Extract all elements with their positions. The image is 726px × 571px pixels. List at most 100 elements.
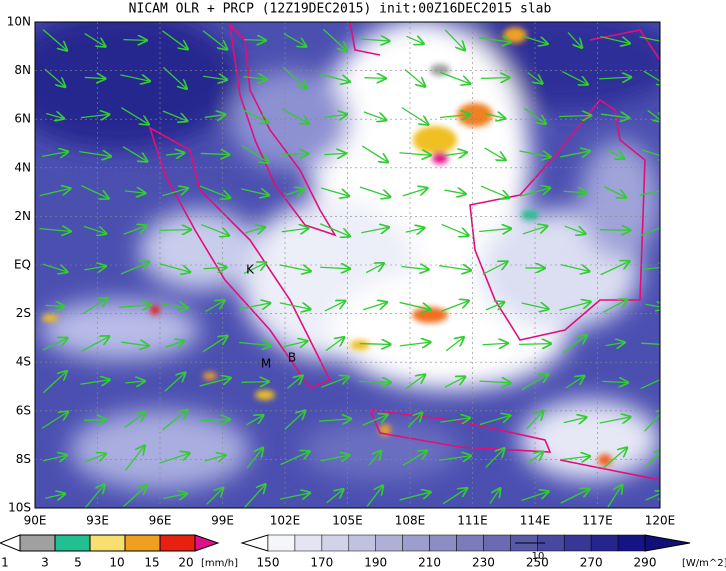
lat-label: EQ — [14, 258, 31, 272]
wind-arrow — [444, 29, 465, 50]
wind-arrow — [41, 152, 68, 157]
wind-arrow — [559, 115, 591, 116]
wind-arrow — [245, 227, 264, 233]
colorbar-label: 270 — [580, 556, 603, 570]
wind-arrow — [439, 266, 471, 271]
wind-arrow — [364, 78, 385, 79]
lat-label: 4N — [14, 160, 31, 174]
wind-arrow — [326, 489, 344, 504]
wind-arrow — [162, 110, 187, 121]
wind-arrow — [120, 75, 149, 81]
wind-arrow — [243, 263, 266, 275]
wind-arrow — [479, 229, 511, 232]
wind-arrow — [281, 228, 309, 232]
wind-arrow — [204, 455, 226, 461]
wind-arrow — [639, 36, 660, 42]
wind-arrow — [602, 381, 627, 382]
colorbar-label: 230 — [472, 556, 495, 570]
wind-arrow — [523, 107, 545, 124]
wind-arrow — [241, 189, 268, 195]
wind-arrow — [83, 225, 106, 233]
wind-arrow — [605, 148, 624, 158]
wind-arrow — [239, 342, 271, 345]
wind-arrow — [479, 415, 510, 426]
wind-arrow — [484, 147, 506, 160]
wind-arrow — [320, 267, 350, 268]
colorbar-cell — [402, 534, 430, 552]
precip-colorbar: 1 3 5 10 15 20 [mm/h] — [0, 534, 238, 570]
wind-arrow — [82, 298, 108, 315]
lon-label: 102E — [270, 514, 301, 528]
lat-label: 6S — [16, 403, 31, 417]
lon-label: 93E — [86, 514, 109, 528]
wind-arrow — [402, 451, 427, 466]
wind-arrow — [484, 114, 505, 119]
wind-arrow — [602, 300, 627, 313]
wind-arrow — [80, 114, 109, 117]
wind-arrow — [119, 305, 151, 308]
wind-arrow — [600, 35, 629, 44]
wind-arrow — [442, 488, 467, 505]
wind-arrow — [287, 376, 302, 389]
wind-arrow — [521, 303, 549, 309]
wind-arrow — [363, 111, 386, 120]
wind-arrow — [162, 66, 186, 88]
wind-arrow — [359, 382, 391, 383]
colorbar-label: 150 — [257, 556, 280, 570]
wind-arrow — [366, 486, 383, 507]
wind-arrow — [125, 381, 144, 383]
wind-arrow — [80, 336, 109, 353]
wind-arrow — [642, 267, 660, 270]
lon-label: 96E — [149, 514, 172, 528]
wind-arrow — [39, 229, 70, 232]
wind-arrow — [639, 190, 660, 196]
colorbar-unit: [W/m^2] — [682, 558, 726, 569]
wind-arrow — [164, 373, 185, 392]
wind-arrow — [200, 419, 229, 420]
place-label: K — [246, 263, 255, 277]
wind-arrow — [283, 67, 306, 89]
wind-arrow — [399, 301, 431, 309]
wind-arrow — [42, 371, 66, 394]
wind-arrow — [563, 191, 587, 193]
wind-arrow — [362, 302, 387, 311]
wind-arrow — [600, 261, 630, 276]
wind-arrow — [607, 485, 622, 508]
wind-arrow — [361, 145, 388, 162]
wind-arrow — [440, 418, 469, 422]
wind-arrow — [562, 70, 587, 85]
colorbar-label: 5 — [74, 556, 82, 570]
wind-arrow — [559, 302, 591, 311]
wind-arrow — [203, 76, 227, 79]
wind-arrow — [599, 417, 631, 423]
colorbar-cell — [563, 534, 592, 552]
wind-arrow — [565, 376, 584, 389]
colorbar-cell — [456, 534, 484, 552]
wind-arrow — [124, 191, 145, 193]
wind-arrow — [241, 108, 269, 122]
wind-arrow — [482, 262, 508, 275]
wind-arrow — [122, 146, 147, 162]
lat-label: 8S — [16, 452, 31, 466]
wind-arrow — [79, 152, 111, 157]
wind-arrow — [84, 32, 106, 47]
wind-arrow — [45, 305, 65, 306]
wind-arrow — [407, 413, 422, 428]
wind-arrow — [439, 456, 471, 460]
colorbar-label: 290 — [634, 556, 657, 570]
wind-arrow — [359, 186, 390, 197]
wind-arrow — [162, 188, 187, 197]
lat-label: 2S — [16, 306, 31, 320]
wind-arrow — [325, 337, 344, 352]
wind-arrow — [84, 454, 105, 463]
wind-arrow — [206, 488, 223, 505]
wind-arrow — [44, 68, 65, 86]
wind-arrow — [443, 152, 466, 155]
wind-arrow — [241, 382, 268, 383]
wind-arrow — [125, 446, 145, 471]
colorbar-label: 170 — [310, 556, 333, 570]
wind-arrow — [200, 223, 229, 236]
map-frame — [34, 21, 661, 509]
wind-arrow — [640, 224, 660, 237]
wind-arrow — [519, 344, 551, 345]
